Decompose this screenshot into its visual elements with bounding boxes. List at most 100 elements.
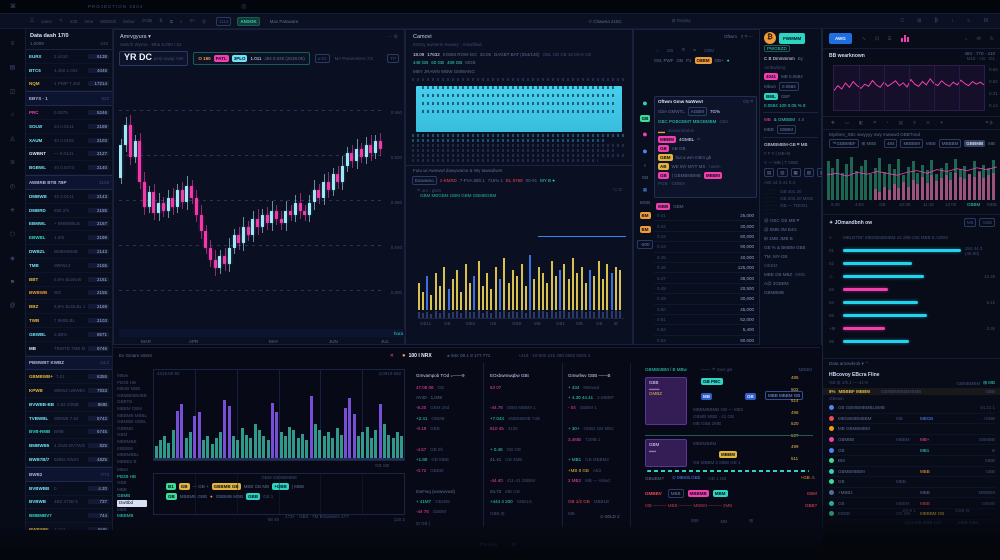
watchlist-row[interactable]: BWBWB WZ 2155 xyxy=(26,287,112,301)
watchlist-row[interactable]: EBMWL + 8MBWBLB 2167 xyxy=(26,218,112,232)
orders-tool-icon[interactable]: ⚙ xyxy=(681,47,686,52)
watchlist-row[interactable]: BTC5 4,450 1.034 4045 xyxy=(26,64,112,78)
toolbar-icon[interactable]: ☰ xyxy=(30,18,35,23)
chip-bm[interactable]: BM xyxy=(639,226,651,233)
toolbar-icon[interactable]: ⌕ xyxy=(179,18,183,24)
toolbar-icon[interactable]: ⎋ xyxy=(900,18,905,24)
holdings-row[interactable]: +MBB1 MBB MBBBM xyxy=(829,488,995,499)
watchlist-row[interactable]: BVBWBB 0 4.20 xyxy=(26,482,112,496)
footer-icon[interactable]: ⊞ xyxy=(749,518,754,523)
stats-column-footer[interactable]: ⊟ GB | xyxy=(416,521,430,527)
chip-bml[interactable]: BML xyxy=(764,93,778,100)
chip-4041[interactable]: 4041 xyxy=(764,73,779,80)
toolbar-icon[interactable]: ✎ xyxy=(59,18,63,23)
toolbar-icon[interactable]: ♪ xyxy=(951,18,954,24)
watchlist-row[interactable]: PRC 0.0575 5246 xyxy=(26,106,112,120)
chip-gb[interactable]: GB xyxy=(639,115,651,122)
buy-button[interactable]: AWG xyxy=(829,33,852,44)
holdings-row[interactable]: GBMBMBBM MBB GBB xyxy=(829,467,995,478)
strip-icon[interactable]: ▤ xyxy=(898,119,903,125)
toolbar-icon[interactable]: M xyxy=(983,18,988,24)
footer-icon[interactable]: ⊟⊟ xyxy=(691,518,699,523)
holdings-row[interactable]: GBMBB MBBM MB+ GBMBB xyxy=(829,435,995,446)
strip-icon[interactable]: ◧ xyxy=(859,119,864,125)
level-row[interactable]: 0.52 5,400 xyxy=(654,325,757,336)
chip-mbbm[interactable]: MBBM xyxy=(703,172,722,179)
stats-column-footer[interactable]: GBB ⊟ xyxy=(490,510,505,516)
toolbar-icon[interactable]: ⊞ xyxy=(917,18,922,24)
level-row[interactable]: 0.41 25,000 xyxy=(654,211,757,222)
log-filter-all[interactable]: GBB xyxy=(979,218,995,227)
rail-icon[interactable]: ≋ xyxy=(9,160,16,166)
chip--gbb[interactable]: +GBB xyxy=(272,483,289,490)
rail-icon[interactable]: ✳ xyxy=(9,208,16,214)
pnc-badge[interactable]: GB PBC xyxy=(701,378,723,385)
toolbar-icon[interactable]: WEEKE xyxy=(100,18,117,24)
data-snapshot-header[interactable]: Data amowkrok ▾ ⌃ xyxy=(829,361,869,366)
level-row[interactable]: 0.51 52,000 xyxy=(654,315,757,326)
holdings-add-chip[interactable]: ⊞ MB xyxy=(983,380,995,385)
volume-delta-chart[interactable] xyxy=(418,240,624,319)
toolbar-icon[interactable]: ⇅ xyxy=(158,18,163,23)
watchlist-section-header[interactable]: EBYS · 1 522 xyxy=(26,91,112,107)
orders-header-icons[interactable]: ¶ ⌗ — xyxy=(741,34,753,39)
hot-row-label[interactable]: MBBBF MBBM xyxy=(838,389,871,394)
chip-gbbmb[interactable]: GBBMB xyxy=(964,140,986,147)
right-toolbar-icon[interactable]: ∿ xyxy=(861,35,866,42)
wallet-link[interactable]: PWGBZD xyxy=(764,45,790,52)
close-icon[interactable]: ✕ xyxy=(389,352,394,359)
order-card-menu[interactable]: GB ⌗ xyxy=(742,99,753,104)
strategy-block[interactable]: GBB ▂▂▂ GMBZ xyxy=(645,377,687,425)
rail-icon[interactable]: ◬ xyxy=(10,136,15,142)
strip-icon[interactable]: ▭ xyxy=(844,119,850,125)
holdings-row[interactable]: MBGBMBMBBM MB MBGB +GBB xyxy=(829,414,995,425)
level-row[interactable]: 0.46 125,000 xyxy=(654,263,757,274)
chip-gbm[interactable]: GBM xyxy=(658,154,673,161)
level-row[interactable]: 0.47 38,000 xyxy=(654,273,757,284)
watchlist-row[interactable]: DWBZL BMBWBMB 2143 xyxy=(26,245,112,259)
chip-exavamo[interactable]: Exavamo xyxy=(412,176,437,185)
chip-mbm[interactable]: MBM xyxy=(712,490,728,497)
log-row[interactable]: 03 xyxy=(829,283,995,296)
strategy-block-2[interactable]: GBM ▂▂ xyxy=(645,439,687,467)
holdings-sort[interactable]: GBMBMBM xyxy=(956,380,981,386)
chip-mbbm[interactable]: MBBM xyxy=(658,136,676,143)
watchlist-row[interactable]: EBWBL 1 5/8 2199 xyxy=(26,231,112,246)
volatility-chart[interactable] xyxy=(833,65,985,111)
watchlist-row[interactable]: BWB7B/7 5MB2 5W22 4825 xyxy=(26,453,112,467)
replay-button[interactable]: ⊞ Replay xyxy=(671,18,691,23)
holdings-row[interactable]: GB MB1 B xyxy=(829,445,995,456)
holdings-row[interactable]: GB GBMBMBMBLBMB 44.21 1 xyxy=(829,403,995,414)
holdings-controls[interactable]: GB ⊟ 1/5.1 — 41-9 xyxy=(829,380,868,385)
timeframe-chip[interactable]: ⌀ 01 xyxy=(314,54,330,63)
watchlist-row[interactable]: BMBWB5 4 2525 BV7W25 825 xyxy=(26,439,112,454)
strip-icon[interactable]: ◔ xyxy=(885,120,889,125)
level-row[interactable]: 0.43 60,000 xyxy=(654,232,757,243)
tp-chip[interactable]: TP xyxy=(387,54,399,63)
watchlist-row[interactable]: TVBWBL WBWB 7.62 6742 xyxy=(26,412,112,426)
log-row[interactable]: ⚠ 12.4k xyxy=(829,270,995,283)
strip-icon[interactable]: ⚲ xyxy=(912,119,917,125)
watchlist-row[interactable]: GBMBWB+ 7.01 6355 xyxy=(26,370,112,385)
watchlist-section-header[interactable]: AWBRB BTB 7BP 2129 xyxy=(26,175,112,190)
chip-mbb[interactable]: MBB xyxy=(667,489,684,498)
level-row[interactable]: 0.44 90,000 xyxy=(654,242,757,253)
strip-icon[interactable]: ✦ xyxy=(939,119,944,125)
holdings-row[interactable]: GB MBB xyxy=(829,477,995,488)
toolbar-icon[interactable]: ⛭ xyxy=(202,18,207,24)
watchlist-row[interactable]: XAUM 40 0.0192 2103 xyxy=(26,134,112,148)
deposit-button[interactable]: FWMMM xyxy=(779,32,806,44)
toolbar-icon[interactable]: ⟳1⊞ xyxy=(141,18,152,23)
rail-icon[interactable]: @ xyxy=(9,303,16,309)
watchlist-row[interactable]: BBT 5,6% BLWLW 2161 xyxy=(26,273,112,287)
log-row[interactable]: 01 284 44.3 (45.80) xyxy=(829,244,995,257)
symbol-chip[interactable]: YR DC perp swap ×50 xyxy=(119,51,189,66)
log-row[interactable]: 04 8.1k xyxy=(829,296,995,309)
rail-icon[interactable]: ◴ xyxy=(9,184,16,190)
chip-gb[interactable]: GB xyxy=(178,483,190,490)
strip-icon[interactable]: ≋ xyxy=(926,119,930,125)
session-volume-chart[interactable]: 4319.60 82 4,0910 662 xyxy=(153,369,405,461)
chip--[interactable]: ▥ xyxy=(777,168,788,177)
level-row[interactable]: 0.53 90,000 xyxy=(654,336,757,342)
chip-ab[interactable]: AB xyxy=(658,163,669,170)
